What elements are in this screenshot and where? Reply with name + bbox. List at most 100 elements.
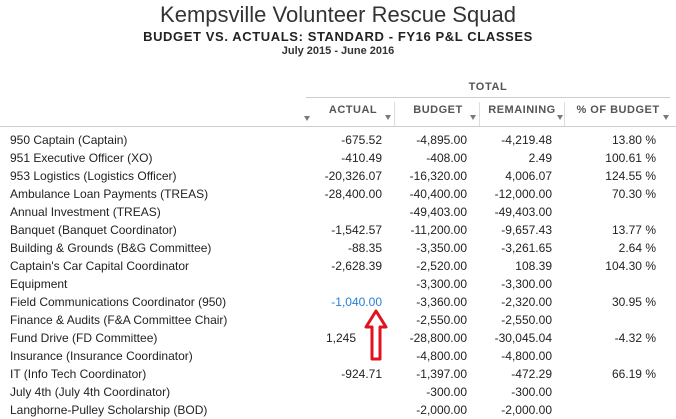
- cell-pct-of-budget: 13.80 %: [611, 133, 656, 147]
- table-row: Equipment -3,300.00 -3,300.00: [0, 275, 676, 293]
- header-divider: [0, 126, 676, 127]
- cell-remaining: -472.29: [511, 367, 552, 381]
- table-row: Banquet (Banquet Coordinator) -1,542.57 -1…: [0, 221, 676, 239]
- cell-budget: -49,403.00: [409, 205, 467, 219]
- cell-remaining: 4,006.07: [505, 169, 552, 183]
- table-row: Captain's Car Capital Coordinator -2,628.…: [0, 257, 676, 275]
- row-label[interactable]: 951 Executive Officer (XO): [10, 151, 153, 165]
- cell-budget: -40,400.00: [409, 187, 467, 201]
- column-header-actual[interactable]: ACTUAL: [316, 104, 391, 126]
- cell-budget: -3,300.00: [416, 277, 467, 291]
- cell-budget: -408.00: [426, 151, 467, 165]
- row-label[interactable]: Field Communications Coordinator (950): [10, 295, 227, 309]
- row-label[interactable]: 950 Captain (Captain): [10, 133, 128, 147]
- table-row: Fund Drive (FD Committee) 1,245 -28,800.00…: [0, 329, 676, 347]
- table-row: Langhorne-Pulley Scholarship (BOD) -2,000…: [0, 401, 676, 419]
- cell-actual[interactable]: -88.35: [347, 241, 382, 255]
- table-row: 950 Captain (Captain) -675.52 -4,895.00 -4,…: [0, 131, 676, 149]
- cell-actual[interactable]: -675.52: [341, 133, 382, 147]
- column-header-actual-label: ACTUAL: [328, 104, 378, 116]
- column-separator: [479, 102, 480, 126]
- table-row: Annual Investment (TREAS) -49,403.00 -49,4…: [0, 203, 676, 221]
- cell-actual[interactable]: 1,245: [325, 331, 356, 345]
- cell-budget: -28,800.00: [409, 331, 467, 345]
- cell-pct-of-budget: 70.30 %: [611, 187, 656, 201]
- row-label[interactable]: IT (Info Tech Coordinator): [10, 367, 147, 381]
- column-header-budget-label: BUDGET: [413, 104, 463, 116]
- table-row: 951 Executive Officer (XO) -410.49 -408.00…: [0, 149, 676, 167]
- cell-pct-of-budget: 66.19 %: [611, 367, 656, 381]
- cell-budget: -2,550.00: [416, 313, 467, 327]
- cell-remaining: 108.39: [515, 259, 552, 273]
- cell-budget: -2,520.00: [416, 259, 467, 273]
- cell-pct-of-budget: 30.95 %: [611, 295, 656, 309]
- column-separator: [564, 102, 565, 126]
- sort-triangle-icon[interactable]: [470, 115, 476, 120]
- cell-remaining: 2.49: [528, 151, 552, 165]
- cell-actual[interactable]: -924.71: [341, 367, 382, 381]
- group-divider: [306, 97, 670, 98]
- report-table-body: 950 Captain (Captain) -675.52 -4,895.00 -4,…: [0, 131, 676, 419]
- cell-pct-of-budget: -4.32 %: [614, 331, 656, 345]
- row-label[interactable]: Banquet (Banquet Coordinator): [10, 223, 177, 237]
- column-header-pct-label: % OF BUDGET: [576, 104, 660, 116]
- cell-remaining: -300.00: [511, 385, 552, 399]
- table-row: Insurance (Insurance Coordinator) -4,800.…: [0, 347, 676, 365]
- column-header-pct-of-budget[interactable]: % OF BUDGET: [568, 104, 669, 126]
- sort-triangle-icon[interactable]: [557, 115, 563, 120]
- table-row: Building & Grounds (B&G Committee) -88.35…: [0, 239, 676, 257]
- row-label[interactable]: July 4th (July 4th Coordinator): [10, 385, 171, 399]
- cell-actual[interactable]: -410.49: [341, 151, 382, 165]
- cell-budget: -1,397.00: [416, 367, 467, 381]
- cell-budget: -3,360.00: [416, 295, 467, 309]
- sort-triangle-icon[interactable]: [385, 115, 391, 120]
- table-row: Finance & Audits (F&A Committee Chair) -2…: [0, 311, 676, 329]
- row-label[interactable]: Langhorne-Pulley Scholarship (BOD): [10, 403, 208, 417]
- cell-budget: -4,895.00: [416, 133, 467, 147]
- cell-actual[interactable]: -28,400.00: [324, 187, 382, 201]
- cell-pct-of-budget: 104.30 %: [605, 259, 656, 273]
- row-label[interactable]: Fund Drive (FD Committee): [10, 331, 158, 345]
- row-label[interactable]: Building & Grounds (B&G Committee): [10, 241, 212, 255]
- row-label-sort-icon[interactable]: [304, 116, 310, 121]
- row-label[interactable]: Equipment: [10, 277, 68, 291]
- cell-remaining: -3,261.65: [501, 241, 552, 255]
- cell-pct-of-budget: 100.61 %: [605, 151, 656, 165]
- row-label[interactable]: Insurance (Insurance Coordinator): [10, 349, 193, 363]
- cell-remaining: -30,045.04: [494, 331, 552, 345]
- table-row: Field Communications Coordinator (950) -1…: [0, 293, 676, 311]
- cell-remaining: -9,657.43: [501, 223, 552, 237]
- cell-remaining: -49,403.00: [494, 205, 552, 219]
- column-group-total: TOTAL: [468, 81, 508, 93]
- cell-pct-of-budget: 124.55 %: [605, 169, 656, 183]
- cell-remaining: -4,219.48: [501, 133, 552, 147]
- cell-pct-of-budget: 13.77 %: [611, 223, 656, 237]
- row-label[interactable]: Ambulance Loan Payments (TREAS): [10, 187, 209, 201]
- report-period: July 2015 - June 2016: [281, 45, 395, 57]
- cell-remaining: -2,550.00: [501, 313, 552, 327]
- table-row: IT (Info Tech Coordinator) -924.71 -1,397.…: [0, 365, 676, 383]
- report-title: BUDGET VS. ACTUALS: STANDARD - FY16 P&L …: [143, 29, 533, 44]
- table-row: Ambulance Loan Payments (TREAS) -28,400.0…: [0, 185, 676, 203]
- red-up-arrow-annotation: [364, 309, 388, 361]
- cell-budget: -3,350.00: [416, 241, 467, 255]
- cell-actual[interactable]: -1,542.57: [331, 223, 382, 237]
- cell-remaining: -3,300.00: [501, 277, 552, 291]
- cell-actual[interactable]: -20,326.07: [324, 169, 382, 183]
- row-label[interactable]: Captain's Car Capital Coordinator: [10, 259, 190, 273]
- column-header-remaining-label: REMAINING: [488, 104, 556, 116]
- cell-budget: -16,320.00: [409, 169, 467, 183]
- cell-actual-link[interactable]: -1,040.00: [331, 295, 382, 309]
- row-label[interactable]: 953 Logistics (Logistics Officer): [10, 169, 177, 183]
- table-row: 953 Logistics (Logistics Officer) -20,326…: [0, 167, 676, 185]
- column-header-budget[interactable]: BUDGET: [401, 104, 476, 126]
- cell-budget: -300.00: [426, 385, 467, 399]
- table-row: July 4th (July 4th Coordinator) -300.00 -3…: [0, 383, 676, 401]
- cell-remaining: -12,000.00: [494, 187, 552, 201]
- cell-budget: -2,000.00: [416, 403, 467, 417]
- cell-actual[interactable]: -2,628.39: [331, 259, 382, 273]
- row-label[interactable]: Finance & Audits (F&A Committee Chair): [10, 313, 228, 327]
- column-header-remaining[interactable]: REMAINING: [482, 104, 563, 126]
- sort-triangle-icon[interactable]: [663, 115, 669, 120]
- row-label[interactable]: Annual Investment (TREAS): [10, 205, 161, 219]
